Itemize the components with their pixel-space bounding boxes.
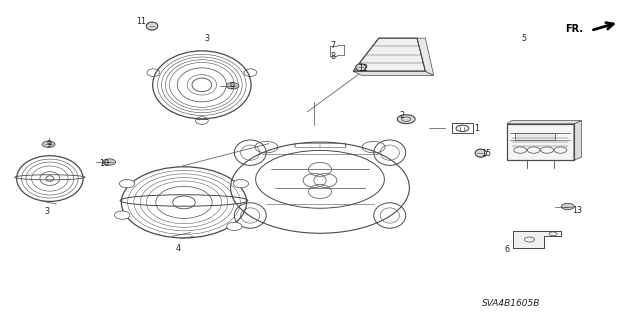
Ellipse shape <box>233 180 248 188</box>
Ellipse shape <box>561 203 574 210</box>
Text: 4: 4 <box>176 244 180 253</box>
Polygon shape <box>574 121 582 160</box>
Bar <box>296 143 344 147</box>
Text: 8: 8 <box>330 52 335 61</box>
Text: 1: 1 <box>474 124 479 133</box>
Bar <box>507 124 574 160</box>
Ellipse shape <box>147 22 158 30</box>
Ellipse shape <box>227 222 242 231</box>
Text: 2: 2 <box>399 111 404 120</box>
Text: 9: 9 <box>46 140 51 149</box>
Polygon shape <box>417 38 434 75</box>
Text: 15: 15 <box>481 149 491 158</box>
Ellipse shape <box>356 64 366 71</box>
Text: 12: 12 <box>358 64 369 73</box>
Text: FR.: FR. <box>565 24 583 33</box>
Polygon shape <box>507 121 582 124</box>
Text: 11: 11 <box>136 18 146 26</box>
Polygon shape <box>353 71 434 75</box>
Bar <box>507 124 574 160</box>
Ellipse shape <box>397 115 415 123</box>
Ellipse shape <box>120 180 135 188</box>
Text: 9: 9 <box>229 82 234 91</box>
Text: 7: 7 <box>330 41 335 50</box>
Bar <box>515 133 555 140</box>
Text: 6: 6 <box>504 245 509 254</box>
Text: 3: 3 <box>204 34 209 43</box>
Ellipse shape <box>226 83 239 89</box>
Text: 13: 13 <box>572 206 582 215</box>
Ellipse shape <box>115 211 130 219</box>
Polygon shape <box>513 231 561 249</box>
Text: 10: 10 <box>99 159 109 168</box>
Text: 3: 3 <box>44 207 49 216</box>
Text: SVA4B1605B: SVA4B1605B <box>483 299 541 308</box>
Ellipse shape <box>475 149 486 157</box>
Text: 5: 5 <box>522 34 527 43</box>
Bar <box>452 123 472 133</box>
Polygon shape <box>353 38 426 71</box>
Ellipse shape <box>103 159 116 165</box>
Ellipse shape <box>42 141 55 147</box>
